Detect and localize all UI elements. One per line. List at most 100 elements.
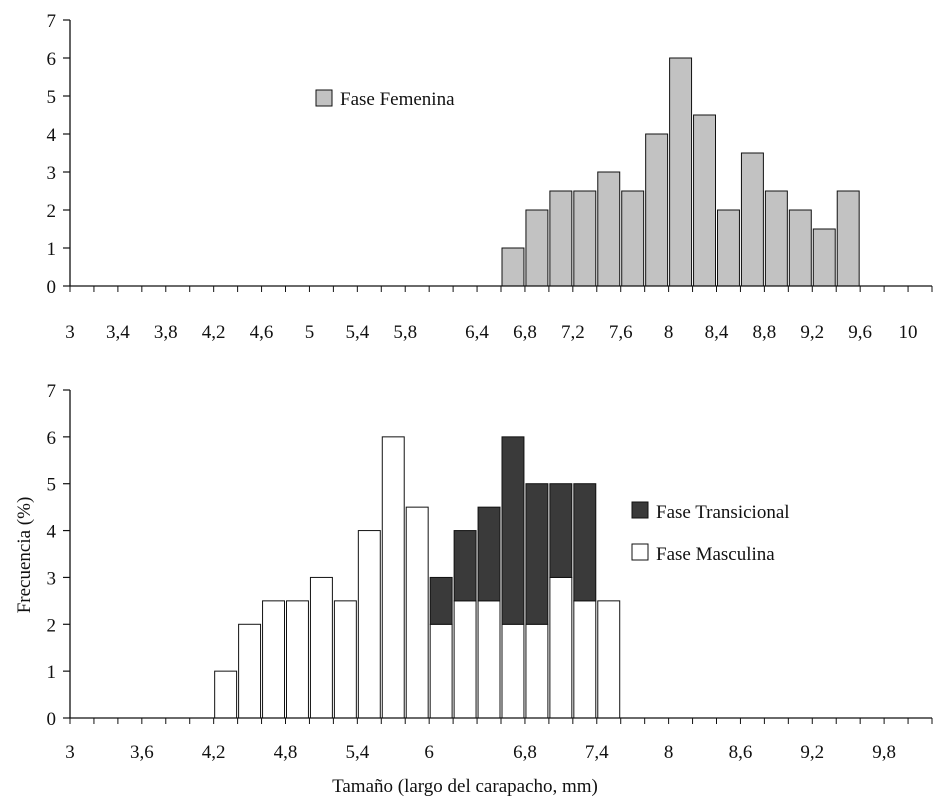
bottom-bar-fase-masculina: [573, 600, 597, 719]
top-x-tick-label: 8,8: [753, 322, 777, 343]
bottom-x-tick-label: 8: [664, 742, 674, 763]
top-x-tick-label: 9,6: [848, 322, 872, 343]
top-y-tick-label: 2: [47, 201, 57, 222]
bottom-bar-fase-masculina: [262, 600, 285, 719]
top-x-tick-label: 8,4: [705, 322, 729, 343]
top-y-ticks: 0 1 2 3 4 5 6 7: [47, 11, 70, 298]
bottom-legend: Fase Transicional Fase Masculina: [631, 501, 790, 565]
bottom-x-tick-label: 8,6: [729, 742, 753, 763]
bottom-bar-fase-masculina: [477, 600, 501, 719]
bottom-bar-fase-masculina: [525, 623, 549, 719]
top-x-tick-label: 3: [65, 322, 75, 343]
top-x-tick-label: 9,2: [800, 322, 824, 343]
bottom-x-tick-label: 3,6: [130, 742, 154, 763]
top-bar-fase-femenina: [501, 247, 525, 287]
top-bar-fase-femenina: [717, 209, 740, 287]
bottom-y-tick-label: 3: [47, 568, 57, 589]
top-bar-fase-femenina: [549, 190, 573, 287]
bottom-bar-fase-transicional: [573, 483, 597, 602]
top-bar-fase-femenina: [525, 209, 549, 287]
bottom-bars: [214, 436, 621, 719]
bottom-bar-fase-transicional: [477, 506, 501, 602]
x-axis-label: Tamaño (largo del carapacho, mm): [332, 776, 598, 797]
top-y-tick-label: 1: [47, 239, 57, 260]
top-y-tick-label: 6: [47, 49, 57, 70]
bottom-x-ticks: 3 3,6 4,2 4,8 5,4 6 6,8 7,4 8 8,6 9,2 9,8: [65, 718, 933, 763]
top-legend: Fase Femenina: [315, 89, 455, 110]
top-bar-fase-femenina: [645, 133, 669, 287]
bottom-x-tick-label: 4,2: [202, 742, 226, 763]
bottom-bar-fase-transicional: [501, 436, 525, 625]
bottom-x-tick-label: 9,2: [800, 742, 824, 763]
bottom-bar-fase-transicional: [453, 530, 477, 602]
bottom-y-tick-label: 5: [47, 475, 57, 496]
bottom-bar-fase-transicional: [549, 483, 573, 578]
legend-swatch-masculina: [631, 543, 649, 561]
top-bars: [501, 57, 860, 287]
bottom-bar-fase-masculina: [405, 506, 429, 719]
top-x-tick-label: 4,2: [202, 322, 226, 343]
top-bar-fase-femenina: [788, 209, 812, 287]
bottom-bar-fase-masculina: [286, 600, 309, 719]
top-bar-fase-femenina: [597, 171, 621, 287]
bottom-bar-fase-transicional: [525, 483, 549, 625]
top-x-tick-label: 5,8: [393, 322, 417, 343]
bottom-y-tick-label: 6: [47, 428, 57, 449]
bottom-y-tick-label: 2: [47, 615, 57, 636]
bottom-bar-fase-masculina: [453, 600, 477, 719]
bottom-bar-fase-masculina: [429, 623, 453, 719]
top-y-tick-label: 0: [47, 277, 57, 298]
legend-swatch-transicional: [631, 501, 649, 519]
bottom-x-tick-label: 3: [65, 742, 75, 763]
legend-label-transicional: Fase Transicional: [656, 502, 790, 523]
legend-label-masculina: Fase Masculina: [656, 544, 775, 565]
bottom-bar-fase-masculina: [333, 600, 357, 719]
top-bar-fase-femenina: [693, 114, 716, 287]
top-x-tick-label: 5: [305, 322, 315, 343]
top-y-tick-label: 5: [47, 87, 57, 108]
top-bar-fase-femenina: [812, 228, 836, 287]
bottom-bar-fase-transicional: [429, 576, 453, 625]
top-bar-fase-femenina: [740, 152, 764, 287]
bottom-x-tick-label: 6,8: [513, 742, 537, 763]
top-bar-fase-femenina: [836, 190, 860, 287]
top-y-tick-label: 3: [47, 163, 57, 184]
top-panel: 0 1 2 3 4 5 6 7 3 3,4 3,8 4,2 4,6 5 5,4 5,8 6,4 6,8 7,2 7,…: [47, 11, 933, 343]
top-x-tick-label: 7,2: [561, 322, 585, 343]
bottom-bar-fase-masculina: [501, 623, 525, 719]
legend-label-femenina: Fase Femenina: [340, 89, 455, 110]
bottom-x-tick-label: 9,8: [872, 742, 896, 763]
top-x-tick-label: 10: [899, 322, 918, 343]
top-bar-fase-femenina: [621, 190, 645, 287]
top-x-tick-label: 7,6: [609, 322, 633, 343]
bottom-x-tick-label: 7,4: [585, 742, 609, 763]
top-x-tick-label: 4,6: [250, 322, 274, 343]
bottom-bar-fase-masculina: [357, 530, 381, 719]
top-x-tick-label: 5,4: [345, 322, 369, 343]
bottom-bar-fase-masculina: [309, 576, 333, 719]
bottom-bar-fase-masculina: [549, 576, 573, 719]
top-bar-fase-femenina: [573, 190, 597, 287]
bottom-bar-fase-masculina: [238, 623, 262, 719]
bottom-x-tick-label: 6: [424, 742, 434, 763]
y-axis-label: Frecuencia (%): [14, 497, 35, 614]
top-y-tick-label: 4: [47, 125, 57, 146]
bottom-y-tick-label: 4: [47, 522, 57, 543]
bottom-x-tick-label: 4,8: [274, 742, 298, 763]
bottom-y-tick-label: 0: [47, 709, 57, 730]
bottom-bar-fase-masculina: [597, 600, 621, 719]
top-x-tick-label: 3,4: [106, 322, 130, 343]
bottom-y-tick-label: 7: [47, 381, 57, 402]
bottom-y-tick-label: 1: [47, 662, 57, 683]
top-bar-fase-femenina: [764, 190, 788, 287]
bottom-bar-fase-masculina: [214, 670, 238, 719]
bottom-y-ticks: 0 1 2 3 4 5 6 7: [47, 381, 70, 730]
bottom-bar-fase-masculina: [381, 436, 405, 719]
top-y-tick-label: 7: [47, 11, 57, 32]
top-x-tick-label: 6,8: [513, 322, 537, 343]
top-bar-fase-femenina: [669, 57, 693, 287]
top-x-tick-label: 6,4: [465, 322, 489, 343]
top-x-tick-label: 8: [664, 322, 674, 343]
